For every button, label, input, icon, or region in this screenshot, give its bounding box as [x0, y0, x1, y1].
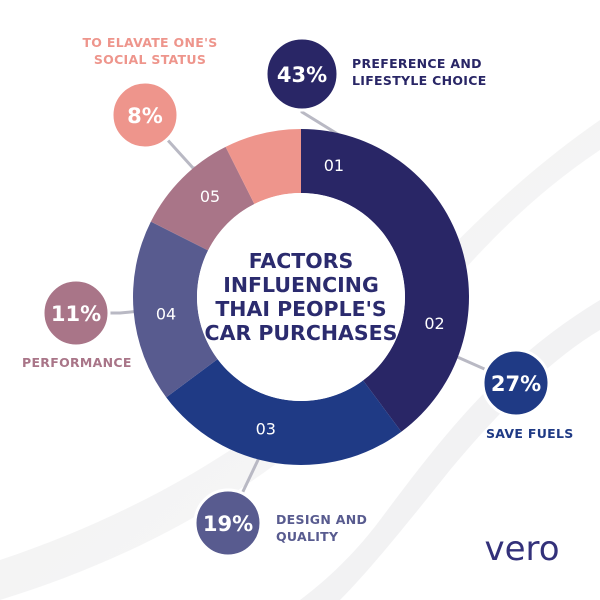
slice-number-05: 05: [200, 187, 220, 206]
percent-bubble-02: [481, 348, 551, 418]
percent-bubble-01: [264, 36, 340, 112]
category-label-05: TO ELAVATE ONE'S: [82, 35, 217, 50]
category-label-05: SOCIAL STATUS: [94, 52, 206, 67]
percent-bubble-05: [110, 80, 180, 150]
percent-bubbles: 43% 27% 19% 11% 8%: [41, 36, 551, 558]
donut-slice-01: [301, 129, 470, 432]
percent-label-04: 11%: [51, 302, 101, 326]
donut-slice-05: [225, 129, 301, 205]
chart-title-line: INFLUENCING: [223, 273, 379, 297]
donut-slice-04: [150, 146, 255, 251]
category-label-01: PREFERENCE AND: [352, 56, 482, 71]
percent-label-01: 43%: [277, 63, 327, 87]
percent-label-02: 27%: [491, 372, 541, 396]
percent-bubble-03: [193, 488, 263, 558]
category-labels: PREFERENCE AND LIFESTYLE CHOICE SAVE FUELS…: [22, 35, 574, 544]
percent-label-05: 8%: [127, 104, 163, 128]
slice-number-03: 03: [256, 419, 276, 438]
chart-title-line: FACTORS: [249, 249, 354, 273]
category-label-04: PERFORMANCE: [22, 355, 132, 370]
donut-slice-03: [132, 221, 218, 398]
donut-slice-02: [166, 359, 402, 465]
percent-bubble-04: [41, 278, 111, 348]
donut-center: [197, 193, 405, 401]
category-label-03: QUALITY: [276, 529, 339, 544]
slice-number-01: 01: [324, 156, 344, 175]
slice-number-02: 02: [424, 314, 444, 333]
category-label-01: LIFESTYLE CHOICE: [352, 73, 487, 88]
slice-number-04: 04: [156, 305, 176, 324]
chart-title-line: THAI PEOPLE'S: [215, 297, 386, 321]
slice-numbers: 01 02 03 04 05: [156, 156, 445, 438]
percent-label-03: 19%: [203, 512, 253, 536]
category-label-02: SAVE FUELS: [486, 426, 574, 441]
chart-title-line: CAR PURCHASES: [205, 321, 398, 345]
category-label-03: DESIGN AND: [276, 512, 367, 527]
brand-logo: vero: [484, 529, 559, 569]
donut-ring: [132, 129, 470, 465]
